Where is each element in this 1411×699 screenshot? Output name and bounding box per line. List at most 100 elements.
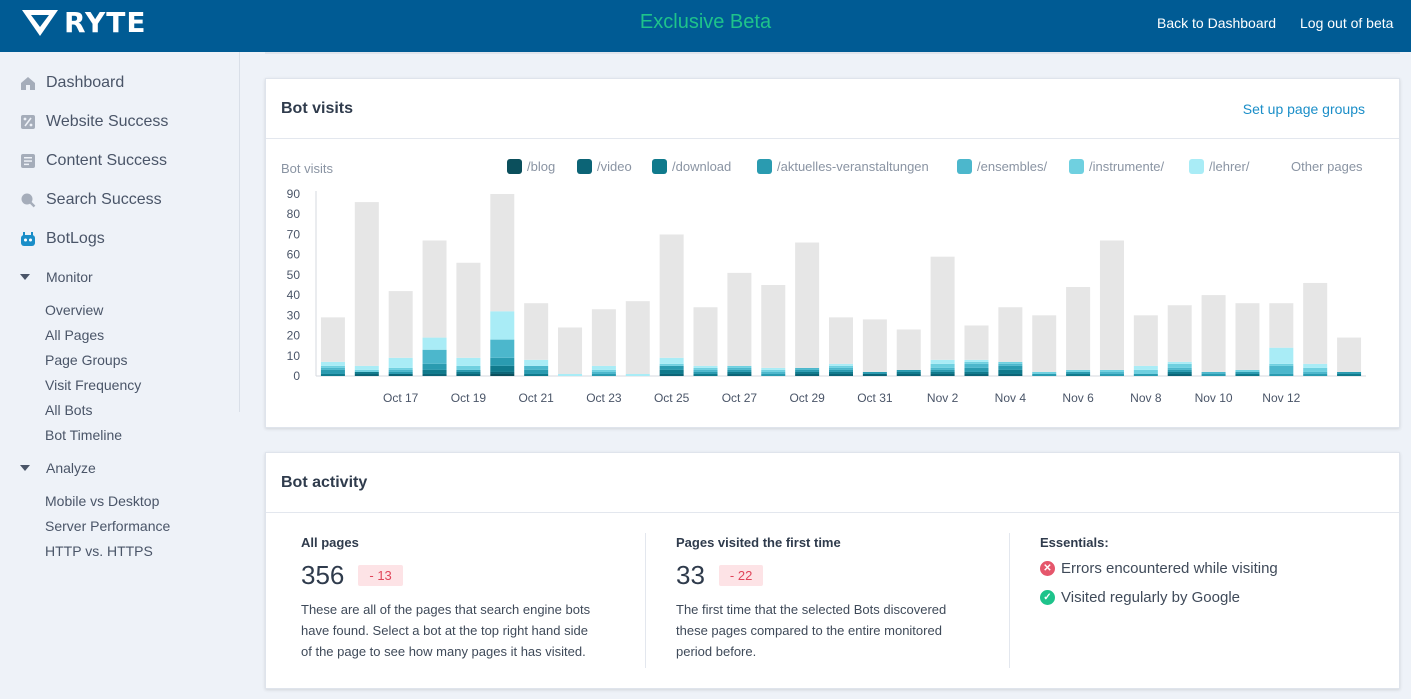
bar-segment: [1337, 337, 1362, 372]
bar-segment: [388, 371, 413, 374]
sidebar-item-page-groups[interactable]: Page Groups: [45, 352, 128, 368]
sidebar-item-content-success[interactable]: Content Success: [20, 152, 167, 170]
sidebar-item-all-pages[interactable]: All Pages: [45, 327, 105, 343]
x-tick-label: Nov 6: [1062, 391, 1094, 405]
ryte-logo[interactable]: RYTE: [20, 6, 147, 39]
bar-segment: [320, 365, 345, 368]
bar-segment: [1269, 373, 1294, 376]
legend-item[interactable]: Other pages: [1291, 159, 1363, 174]
bar-segment: [862, 373, 887, 376]
y-tick-label: 80: [287, 207, 301, 221]
home-icon: [21, 77, 35, 90]
sidebar-item-visit-frequency[interactable]: Visit Frequency: [45, 377, 142, 393]
legend-item[interactable]: /instrumente/: [1069, 159, 1164, 174]
bar-segment: [795, 242, 820, 368]
sidebar-item-all-bots[interactable]: All Bots: [45, 402, 93, 418]
sidebar-group-analyze[interactable]: Analyze: [20, 460, 96, 476]
bar-segment: [1303, 367, 1328, 372]
bar-segment: [354, 373, 379, 376]
bar-segment: [1201, 295, 1226, 372]
legend-item[interactable]: /download: [652, 159, 731, 174]
sidebar-item-bot-timeline[interactable]: Bot Timeline: [45, 427, 123, 443]
bar-segment: [998, 373, 1023, 376]
sidebar-item-server-performance[interactable]: Server Performance: [45, 518, 171, 534]
description-line: these pages compared to the entire monit…: [676, 623, 942, 638]
bar-segment: [659, 373, 684, 376]
sidebar-item-http-vs-https[interactable]: HTTP vs. HTTPS: [45, 543, 153, 559]
sidebar-item-overview[interactable]: Overview: [45, 302, 104, 318]
sidebar-item-search-success[interactable]: Search Success: [20, 191, 162, 209]
sidebar-item-label: Dashboard: [46, 74, 125, 91]
bar-segment: [354, 365, 379, 370]
sidebar-group-monitor[interactable]: Monitor: [20, 269, 93, 285]
bar-segment: [998, 307, 1023, 362]
back-to-dashboard-link[interactable]: Back to Dashboard: [1157, 15, 1277, 31]
legend-label: Other pages: [1291, 159, 1363, 174]
legend-item[interactable]: /video: [577, 159, 632, 174]
sidebar-divider: [239, 52, 240, 412]
legend-item[interactable]: /ensembles/: [957, 159, 1047, 174]
bar-segment: [964, 325, 989, 360]
bar-segment: [591, 373, 616, 376]
sidebar-item-dashboard[interactable]: Dashboard: [20, 74, 124, 92]
sidebar-item-mobile-vs-desktop[interactable]: Mobile vs Desktop: [45, 493, 160, 509]
description-line: period before.: [676, 644, 757, 659]
bar-segment: [524, 365, 549, 370]
y-axis-label: Bot visits: [281, 161, 334, 176]
bar-segment: [456, 262, 481, 358]
bar-segment: [761, 367, 786, 370]
description-line: of the page to see how many pages it has…: [301, 644, 586, 659]
logout-link[interactable]: Log out of beta: [1300, 15, 1394, 31]
y-tick-label: 70: [287, 227, 301, 241]
bar-segment: [761, 285, 786, 368]
top-bar: RYTE Exclusive Beta Back to Dashboard Lo…: [0, 0, 1411, 52]
column-divider: [645, 533, 646, 668]
bar-segment: [490, 339, 515, 358]
bar-segment: [1337, 371, 1362, 374]
legend-label: /blog: [527, 159, 556, 174]
bot-icon: [21, 232, 35, 246]
essential-google[interactable]: ✓ Visited regularly by Google: [1040, 589, 1370, 606]
legend-item[interactable]: /blog: [507, 159, 555, 174]
search-icon: [21, 193, 36, 208]
legend-item[interactable]: /lehrer/: [1189, 159, 1249, 174]
bar-segment: [1235, 369, 1260, 372]
sidebar-item-website-success[interactable]: Website Success: [20, 113, 168, 131]
sidebar-item-botlogs[interactable]: BotLogs: [20, 230, 105, 248]
bar-segment: [829, 371, 853, 374]
bar-segment: [795, 373, 820, 376]
x-tick-label: Oct 19: [451, 391, 487, 405]
bar-segment: [354, 371, 379, 374]
bar-segment: [456, 357, 481, 366]
bar-segment: [1337, 373, 1362, 376]
bar-segment: [524, 369, 549, 374]
sidebar-group-label: Analyze: [46, 460, 96, 476]
bar-segment: [1133, 365, 1158, 370]
bar-segment: [1235, 371, 1260, 374]
legend-swatch: [507, 159, 522, 174]
bar-segment: [761, 369, 786, 372]
legend-item[interactable]: /aktuelles-veranstaltungen: [757, 159, 929, 174]
bar-segment: [1303, 373, 1328, 376]
sidebar-item-label: Search Success: [46, 191, 162, 208]
y-tick-label: 10: [287, 349, 301, 363]
bar-segment: [998, 365, 1023, 370]
essential-errors[interactable]: ✕ Errors encountered while visiting: [1040, 560, 1370, 577]
bar-segment: [1269, 363, 1294, 366]
bar-segment: [1167, 371, 1192, 374]
y-tick-label: 90: [287, 187, 301, 201]
bar-segment: [1269, 365, 1294, 374]
stat-title: All pages: [301, 535, 359, 550]
bar-segment: [896, 329, 921, 370]
y-tick-label: 20: [287, 329, 301, 343]
set-up-page-groups-link[interactable]: Set up page groups: [1242, 101, 1365, 117]
bar-segment: [727, 373, 752, 376]
bar-segment: [591, 369, 616, 372]
bar-segment: [1066, 373, 1091, 376]
x-tick-label: Nov 2: [927, 391, 959, 405]
sidebar: [0, 52, 240, 699]
bar-segment: [693, 369, 718, 372]
legend-label: /instrumente/: [1089, 159, 1165, 174]
bar-segment: [422, 373, 447, 376]
bar-segment: [1167, 367, 1192, 370]
